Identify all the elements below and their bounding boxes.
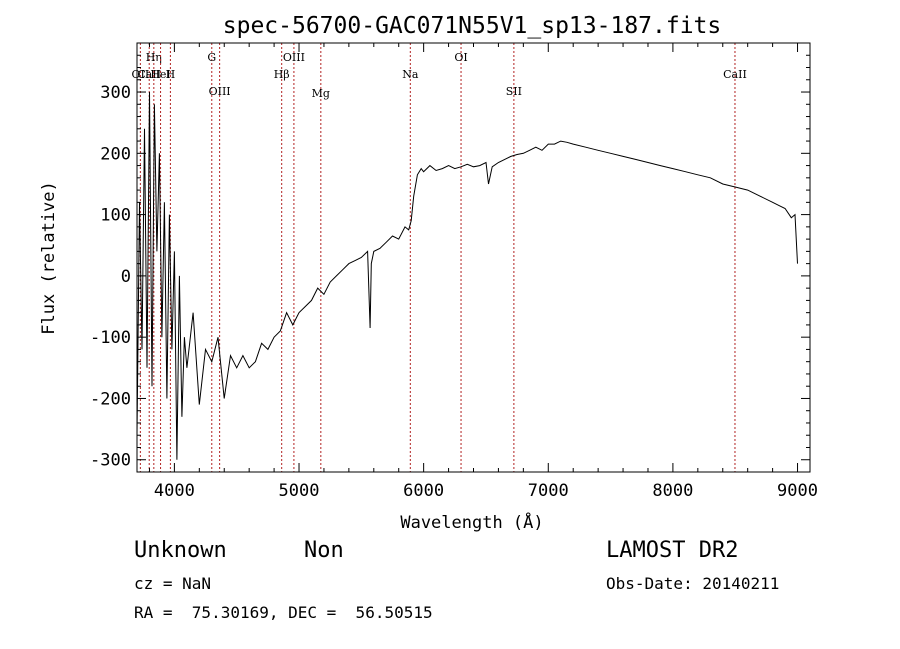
- subclass-label: Non: [304, 538, 344, 563]
- spectral-line-label: Na: [402, 68, 419, 81]
- spectral-line-label: CaII: [723, 68, 747, 81]
- x-tick-label: 5000: [279, 481, 320, 501]
- spectral-line-label: OIII: [283, 51, 305, 64]
- spectral-line-label: H: [166, 68, 176, 81]
- spectral-line-label: HeI: [150, 68, 170, 81]
- spectral-line-label: CaII: [137, 68, 161, 81]
- spectral-line-label: Hη: [146, 51, 162, 64]
- y-tick-label: 300: [100, 83, 131, 103]
- plot-frame: [136, 42, 811, 473]
- y-tick-label: 0: [121, 267, 131, 287]
- x-tick-label: 9000: [777, 481, 818, 501]
- spectral-line-label: OIII: [209, 85, 231, 98]
- y-tick-label: -300: [90, 451, 131, 471]
- y-axis-label: Flux (relative): [39, 181, 59, 335]
- survey-label: LAMOST DR2: [606, 538, 739, 563]
- y-tick-label: 100: [100, 206, 131, 226]
- y-tick-label: -200: [90, 389, 131, 409]
- spectral-line-label: Hβ: [274, 68, 290, 81]
- spectrum-line: [136, 91, 798, 460]
- x-tick-label: 4000: [154, 481, 195, 501]
- class-label: Unknown: [134, 538, 227, 563]
- spectral-line-label: G: [207, 51, 216, 64]
- x-axis-label: Wavelength (Å): [400, 511, 543, 533]
- x-tick-label: 6000: [403, 481, 444, 501]
- x-tick-label: 7000: [528, 481, 569, 501]
- x-tick-label: 8000: [652, 481, 693, 501]
- coordinates-label: RA = 75.30169, DEC = 56.50515: [134, 603, 433, 622]
- y-tick-label: -100: [90, 328, 131, 348]
- spectral-line-label: SII: [506, 85, 522, 98]
- chart-title: spec-56700-GAC071N55V1_sp13-187.fits: [223, 13, 722, 39]
- spectral-line-label: OI: [454, 51, 467, 64]
- y-tick-label: 200: [100, 144, 131, 164]
- spectral-line-label: Mg: [312, 87, 330, 100]
- redshift-label: cz = NaN: [134, 574, 212, 593]
- plot-area: OIICaIIHηHeIHGOIIIHβOIIIMgNaOISIICaII400…: [90, 42, 818, 501]
- spectral-line-label: OII: [132, 68, 150, 81]
- obs-date-label: Obs-Date: 20140211: [606, 574, 780, 593]
